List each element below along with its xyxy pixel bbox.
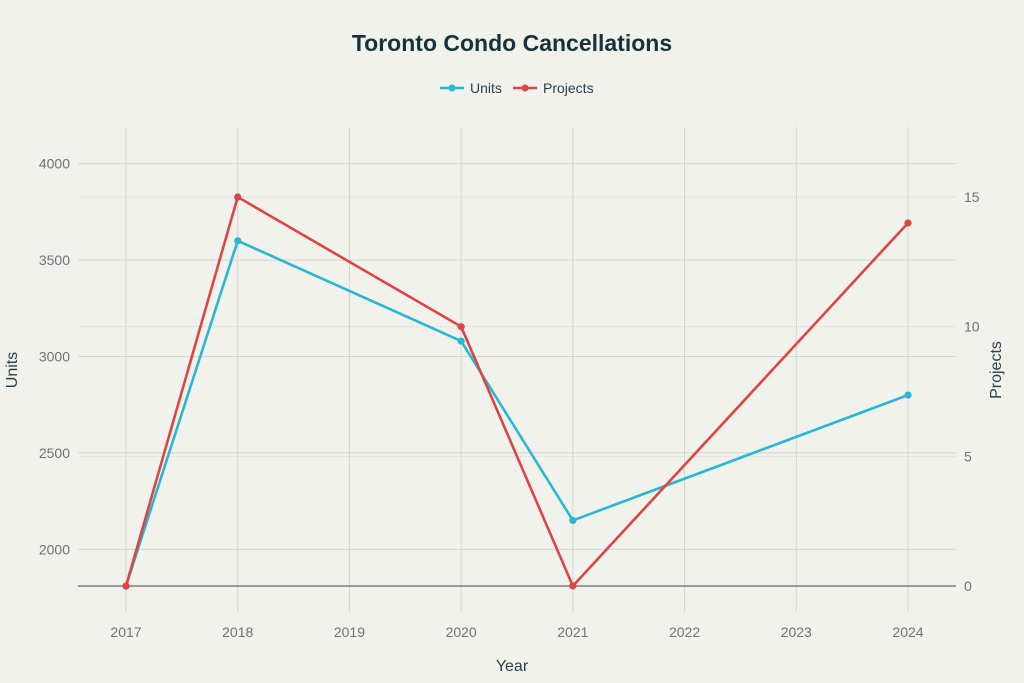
y-tick-label: 3500 <box>39 252 70 268</box>
x-tick-label: 2019 <box>334 624 365 640</box>
units-point <box>457 337 465 345</box>
y2-tick-label: 15 <box>964 189 980 205</box>
y2-tick-label: 10 <box>964 319 980 335</box>
projects-point <box>904 219 912 227</box>
projects-point <box>569 582 577 590</box>
projects-point <box>122 582 130 590</box>
projects-point <box>457 323 465 331</box>
projects-point <box>234 193 242 201</box>
y2-axis-title: Projects <box>988 341 1005 399</box>
x-tick-label: 2023 <box>781 624 812 640</box>
legend-item-units: Units <box>440 80 502 96</box>
legend-marker-projects <box>521 84 529 92</box>
units-point <box>569 516 577 525</box>
units-point <box>904 391 912 399</box>
x-tick-label: 2020 <box>446 624 477 640</box>
x-axis-title: Year <box>496 658 529 675</box>
legend-item-projects: Projects <box>513 80 594 96</box>
y-tick-label: 4000 <box>39 156 70 172</box>
legend-label-projects: Projects <box>543 80 594 96</box>
chart-title: Toronto Condo Cancellations <box>352 30 672 56</box>
y2-tick-label: 5 <box>964 448 972 464</box>
legend-label-units: Units <box>470 80 502 96</box>
x-tick-label: 2024 <box>892 624 923 640</box>
x-tick-label: 2021 <box>557 624 588 640</box>
y2-tick-label: 0 <box>964 578 972 594</box>
legend: Units Projects <box>440 80 594 96</box>
x-tick-label: 2022 <box>669 624 700 640</box>
axes: 2017 2018 2019 2020 2021 2022 2023 2024 2000 2500… <box>39 156 980 640</box>
y-tick-label: 2500 <box>39 445 70 461</box>
y-tick-label: 3000 <box>39 349 70 365</box>
legend-marker-units <box>448 84 456 92</box>
y-axis-title: Units <box>4 352 21 388</box>
y-tick-label: 2000 <box>39 541 70 557</box>
projects-line <box>124 195 909 588</box>
units-point <box>234 237 242 245</box>
series-group <box>122 193 912 590</box>
x-tick-label: 2017 <box>110 624 141 640</box>
x-tick-label: 2018 <box>222 624 253 640</box>
units-line <box>124 239 909 587</box>
grid <box>78 127 956 612</box>
